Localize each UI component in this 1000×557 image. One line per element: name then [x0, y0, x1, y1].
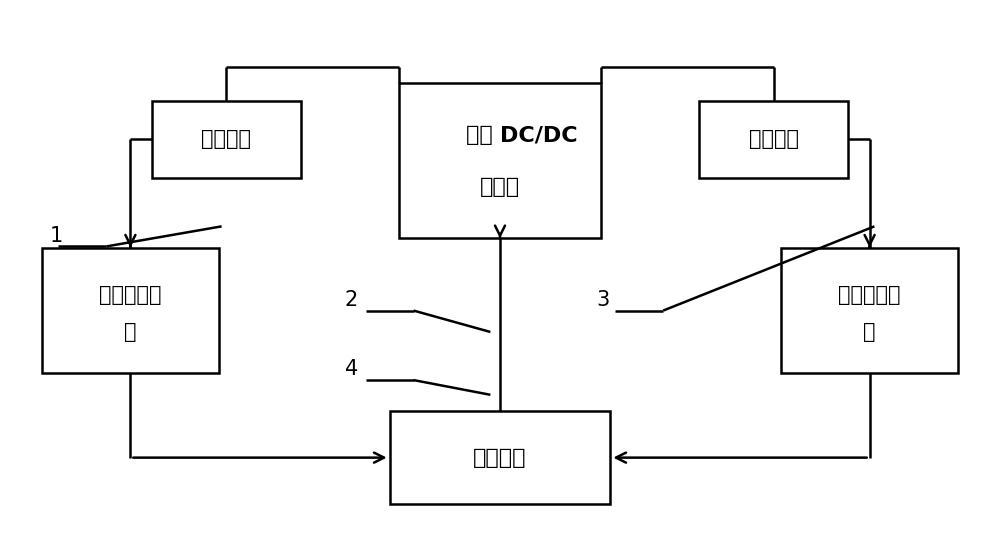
Text: 变换器: 变换器	[480, 177, 520, 197]
Text: 动力电池: 动力电池	[749, 129, 799, 149]
Text: DC/DC: DC/DC	[500, 125, 578, 145]
Text: 路: 路	[124, 322, 137, 342]
Bar	[390, 411, 610, 505]
Text: 2: 2	[345, 290, 358, 310]
Bar	[42, 248, 219, 373]
Text: 4: 4	[345, 359, 358, 379]
Text: 双向: 双向	[466, 125, 500, 145]
Text: 路: 路	[863, 322, 876, 342]
Text: 3: 3	[596, 290, 609, 310]
Bar	[152, 101, 301, 178]
Bar	[399, 84, 601, 238]
Text: 控制单元: 控制单元	[473, 448, 527, 468]
Bar	[699, 101, 848, 178]
Text: 1: 1	[50, 226, 63, 246]
Text: 一号采样电: 一号采样电	[99, 285, 162, 305]
Bar	[781, 248, 958, 373]
Text: 动力电池: 动力电池	[201, 129, 251, 149]
Text: 二号采样电: 二号采样电	[838, 285, 901, 305]
